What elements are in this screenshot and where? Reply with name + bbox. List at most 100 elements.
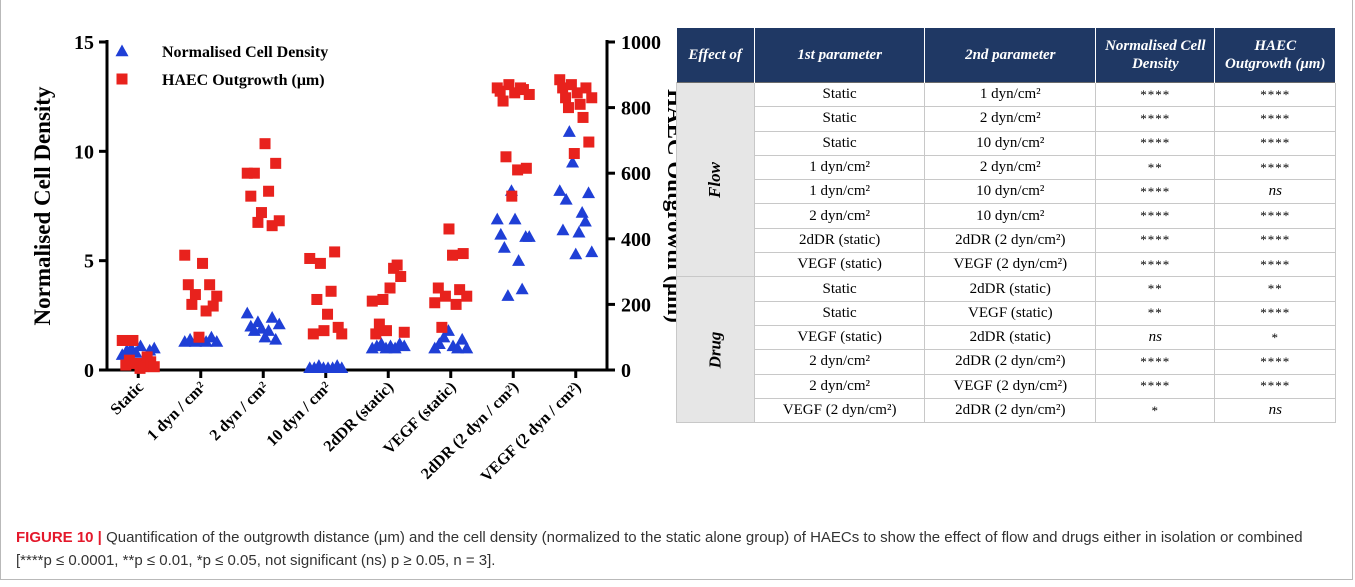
- figure-caption: FIGURE 10 | Quantification of the outgro…: [16, 526, 1336, 572]
- parameter-cell: 2 dyn/cm²: [753, 373, 926, 399]
- significance-cell: ****: [1214, 349, 1336, 375]
- parameter-cell: 10 dyn/cm²: [924, 130, 1097, 156]
- parameter-cell: VEGF (2 dyn/cm²): [753, 397, 926, 424]
- outgrowth-point: [329, 246, 341, 258]
- left-tick-label: 0: [84, 360, 94, 382]
- outgrowth-point: [307, 328, 319, 340]
- outgrowth-point: [580, 82, 592, 94]
- parameter-cell: 2dDR (static): [753, 227, 926, 254]
- outgrowth-point: [509, 87, 521, 99]
- parameter-cell: 2dDR (2 dyn/cm²): [924, 397, 1097, 424]
- outgrowth-point: [454, 284, 466, 296]
- parameter-cell: VEGF (2 dyn/cm²): [924, 252, 1097, 278]
- significance-cell: *: [1214, 324, 1336, 351]
- table-row: 2 dyn/cm² VEGF (2 dyn/cm²) **** ****: [677, 373, 1336, 399]
- density-point: [522, 230, 536, 242]
- table-row: 1 dyn/cm² 10 dyn/cm² **** ns: [677, 179, 1336, 205]
- density-point: [578, 214, 592, 227]
- right-tick-label: 200: [621, 294, 651, 316]
- x-tick-label: Static: [107, 379, 147, 419]
- significance-cell: **: [1095, 154, 1216, 181]
- density-point: [254, 321, 268, 334]
- legend-outgrowth-label: HAEC Outgrowth (μm): [162, 72, 325, 89]
- parameter-cell: 1 dyn/cm²: [753, 179, 926, 205]
- parameter-cell: Static: [753, 106, 926, 132]
- outgrowth-point: [439, 290, 451, 302]
- density-point: [451, 341, 465, 354]
- outgrowth-point: [318, 325, 330, 337]
- table-header-cell: HAEC Outgrowth (μm): [1214, 28, 1336, 83]
- density-point: [269, 332, 283, 345]
- density-point: [147, 341, 161, 354]
- significance-cell: ****: [1095, 227, 1216, 254]
- table-header-row: Effect of 1st parameter 2nd parameter Norma…: [676, 28, 1336, 83]
- table-row: Static VEGF (static) ** ****: [677, 300, 1336, 326]
- outgrowth-point: [461, 290, 473, 302]
- significance-cell: ns: [1214, 179, 1336, 205]
- group-label: Drug: [705, 331, 725, 369]
- density-point: [572, 225, 586, 238]
- outgrowth-point: [245, 190, 257, 202]
- outgrowth-point: [314, 257, 326, 269]
- group-label-cell: Flow: [676, 81, 755, 278]
- outgrowth-point: [241, 167, 253, 179]
- table-row: 1 dyn/cm² 2 dyn/cm² ** ****: [677, 154, 1336, 181]
- parameter-cell: Static: [753, 300, 926, 326]
- outgrowth-point: [568, 148, 580, 160]
- outgrowth-point: [207, 300, 219, 312]
- outgrowth-point: [263, 185, 275, 197]
- outgrowth-point: [577, 111, 589, 123]
- outgrowth-point: [384, 282, 396, 294]
- outgrowth-point: [586, 92, 598, 104]
- outgrowth-point: [200, 305, 212, 317]
- density-point: [501, 289, 515, 301]
- outgrowth-point: [186, 298, 198, 310]
- table-header-cell: Effect of: [676, 28, 755, 83]
- significance-cell: ns: [1214, 397, 1336, 424]
- parameter-cell: VEGF (static): [753, 324, 926, 351]
- outgrowth-point: [395, 271, 407, 283]
- outgrowth-point: [380, 325, 392, 337]
- significance-cell: ****: [1214, 227, 1336, 254]
- density-point: [210, 335, 224, 347]
- significance-cell: ****: [1095, 373, 1216, 399]
- y-axis-title: Normalised Cell Density: [30, 86, 55, 325]
- figure-label: FIGURE 10 |: [16, 529, 102, 546]
- outgrowth-point: [377, 293, 389, 305]
- left-tick-label: 15: [74, 32, 94, 54]
- significance-cell: ****: [1095, 349, 1216, 375]
- density-point: [494, 227, 508, 240]
- left-tick-label: 5: [84, 251, 94, 273]
- table-row: Static 10 dyn/cm² **** ****: [677, 130, 1336, 156]
- legend-density-label: Normalised Cell Density: [162, 44, 328, 61]
- group-label-cell: Drug: [676, 276, 755, 424]
- outgrowth-point: [189, 289, 201, 301]
- outgrowth-point: [252, 216, 264, 228]
- density-point: [437, 330, 451, 343]
- parameter-cell: 1 dyn/cm²: [753, 154, 926, 181]
- legend-density-marker: [115, 44, 129, 57]
- parameter-cell: 2 dyn/cm²: [924, 154, 1097, 181]
- parameter-cell: 2dDR (static): [924, 276, 1097, 302]
- outgrowth-point: [557, 82, 569, 94]
- density-point: [265, 311, 279, 323]
- parameter-cell: 10 dyn/cm²: [924, 203, 1097, 229]
- outgrowth-point: [565, 79, 577, 91]
- significance-cell: ****: [1214, 373, 1336, 399]
- density-point: [460, 341, 474, 354]
- density-point: [432, 337, 446, 349]
- outgrowth-point: [304, 252, 316, 264]
- chart-svg: 0 5 10 15 0 200 400 600 800 1000 Normalised Cell D…: [30, 32, 688, 486]
- outgrowth-point: [517, 84, 529, 96]
- parameter-cell: 2dDR (static): [924, 324, 1097, 351]
- density-point: [455, 332, 469, 345]
- density-point: [397, 339, 411, 352]
- table-row: VEGF (static) 2dDR (static) ns *: [677, 324, 1336, 351]
- density-point: [512, 254, 526, 266]
- outgrowth-point: [255, 207, 267, 219]
- x-tick-label: 2 dyn / cm²: [207, 379, 273, 445]
- outgrowth-point: [500, 151, 512, 163]
- significance-cell: ns: [1095, 324, 1216, 351]
- outgrowth-point: [554, 74, 566, 86]
